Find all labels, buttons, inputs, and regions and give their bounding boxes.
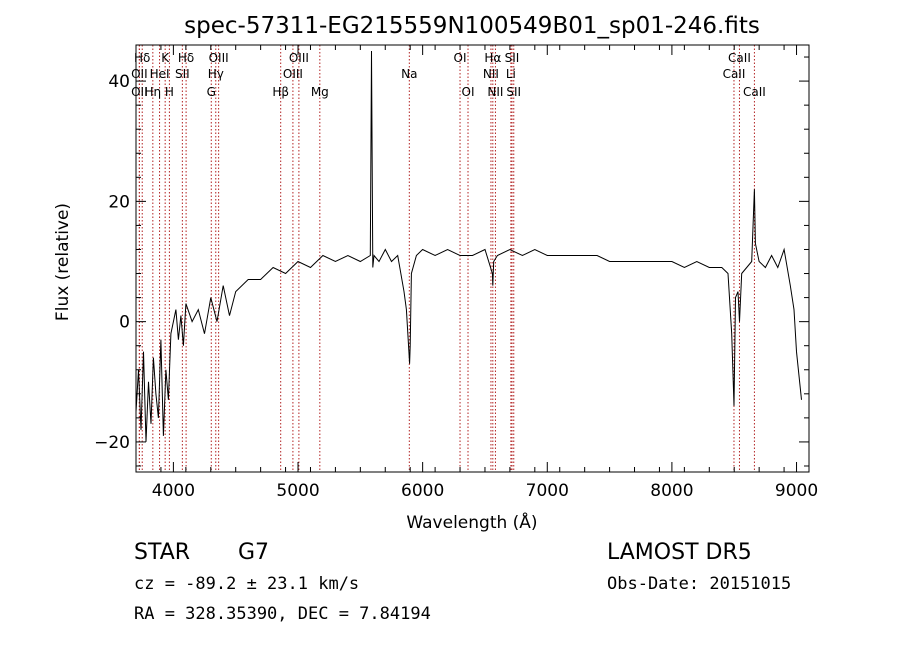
marker-label: NII xyxy=(483,67,499,81)
marker-label: HeI xyxy=(150,67,170,81)
marker-label: OI xyxy=(454,51,467,65)
plot-frame xyxy=(135,44,810,473)
marker-label: CaII xyxy=(743,85,766,99)
marker-label: Hδ xyxy=(178,51,194,65)
subclass-label: G7 xyxy=(238,540,270,565)
marker-label: Hα xyxy=(484,51,501,65)
x-tick-label: 7000 xyxy=(526,481,569,501)
marker-label: G xyxy=(207,85,216,99)
marker-label: Hη xyxy=(145,85,162,99)
marker-label: Li xyxy=(506,67,516,81)
marker-label: Hδ xyxy=(134,51,150,65)
x-tick-label: 6000 xyxy=(401,481,444,501)
y-tick-label: 0 xyxy=(119,313,130,333)
redshift-readout: cz = -89.2 ± 23.1 km/s xyxy=(134,574,360,594)
marker-label: SII xyxy=(505,51,520,65)
chart-title: spec-57311-EG215559N100549B01_sp01-246.f… xyxy=(184,13,760,39)
observation-date: Obs-Date: 20151015 xyxy=(607,574,792,594)
marker-label: CaII xyxy=(723,67,746,81)
y-axis-label: Flux (relative) xyxy=(53,203,73,321)
marker-label: Hγ xyxy=(208,67,224,81)
class-label: STAR xyxy=(134,540,191,565)
coordinates-readout: RA = 328.35390, DEC = 7.84194 xyxy=(134,604,431,624)
marker-label: OIII xyxy=(289,51,309,65)
y-tick-label: 40 xyxy=(108,72,130,92)
x-tick-label: 9000 xyxy=(775,481,818,501)
spectrum-series-line xyxy=(135,50,802,442)
marker-label: OIII xyxy=(283,67,303,81)
marker-label: Hβ xyxy=(272,85,289,99)
marker-label: H xyxy=(165,85,174,99)
marker-label: OIII xyxy=(209,51,229,65)
x-tick-label: 8000 xyxy=(650,481,693,501)
survey-label: LAMOST DR5 xyxy=(607,540,752,565)
marker-label: K xyxy=(161,51,170,65)
marker-label: OII xyxy=(131,85,148,99)
spectral-line-markers xyxy=(138,45,755,472)
series-layer xyxy=(135,50,802,442)
marker-label: Na xyxy=(401,67,417,81)
marker-label: Mg xyxy=(311,85,329,99)
marker-label: OII xyxy=(131,67,148,81)
y-tick-label: −20 xyxy=(94,433,130,453)
y-tick-label: 20 xyxy=(108,192,130,212)
marker-label: NII xyxy=(487,85,503,99)
axis-ticks: 4000 5000 6000 7000 8000 9000 −20 0 20 40 xyxy=(94,45,818,501)
marker-label: OI xyxy=(462,85,475,99)
marker-label: SII xyxy=(175,67,190,81)
x-tick-label: 4000 xyxy=(152,481,195,501)
x-tick-label: 5000 xyxy=(276,481,319,501)
x-axis-label: Wavelength (Å) xyxy=(406,511,537,533)
marker-label: SII xyxy=(506,85,521,99)
marker-label: CaII xyxy=(728,51,751,65)
